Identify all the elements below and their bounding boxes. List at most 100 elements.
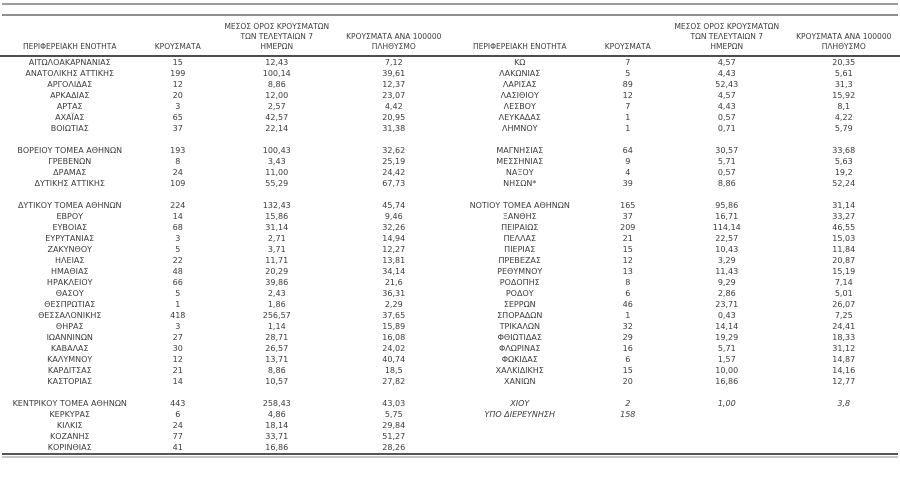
cases-value-cell: 46 (590, 299, 667, 310)
per100k-value-cell: 19,2 (788, 167, 900, 178)
column-header-region: ΠΕΡΙΦΕΡΕΙΑΚΗ ΕΝΟΤΗΤΑ (450, 16, 590, 56)
per100k-value-cell: 7,25 (788, 310, 900, 321)
cases-value-cell: 199 (140, 68, 217, 79)
per100k-value-cell: 31,14 (788, 200, 900, 211)
per100k-value-cell: 33,27 (788, 211, 900, 222)
per100k-value-cell: 4,22 (788, 112, 900, 123)
per100k-value-cell: 21,6 (338, 277, 451, 288)
cases-value-cell: 14 (140, 211, 217, 222)
region-name-cell: ΖΑΚΥΝΘΟΥ (0, 244, 140, 255)
per100k-value-cell: 45,74 (338, 200, 451, 211)
avg7-value-cell (666, 409, 788, 420)
region-name-cell: ΘΕΣΠΡΩΤΙΑΣ (0, 299, 140, 310)
avg7-value-cell: 18,14 (216, 420, 338, 431)
avg7-value-cell: 0,43 (666, 310, 788, 321)
cases-value-cell: 3 (140, 321, 217, 332)
table-bottom-shadow-line (2, 456, 898, 458)
per100k-value-cell: 23,07 (338, 90, 451, 101)
region-name-cell: ΕΒΡΟΥ (0, 211, 140, 222)
avg7-value-cell: 2,86 (666, 288, 788, 299)
cases-value-cell: 14 (140, 376, 217, 387)
cases-value-cell: 21 (140, 365, 217, 376)
region-name-cell: ΓΡΕΒΕΝΩΝ (0, 156, 140, 167)
region-name-cell: ΑΡΤΑΣ (0, 101, 140, 112)
avg7-value-cell: 0,71 (666, 123, 788, 134)
cases-value-cell: 418 (140, 310, 217, 321)
cases-value-cell: 8 (140, 156, 217, 167)
per100k-value-cell: 3,8 (788, 398, 900, 409)
region-name-cell: ΜΕΣΣΗΝΙΑΣ (450, 156, 590, 167)
per100k-value-cell: 2,29 (338, 299, 451, 310)
cases-value-cell: 12 (140, 354, 217, 365)
per100k-value-cell: 52,24 (788, 178, 900, 189)
avg7-value-cell: 31,14 (216, 222, 338, 233)
column-header-avg7-line3: ΗΜΕΡΩΝ (666, 42, 788, 52)
spacer-cell (450, 189, 900, 200)
avg7-value-cell: 30,57 (666, 145, 788, 156)
per100k-value-cell: 5,63 (788, 156, 900, 167)
region-name-cell: ΕΥΒΟΙΑΣ (0, 222, 140, 233)
column-header-cases: ΚΡΟΥΣΜΑΤΑ (140, 16, 217, 56)
cases-value-cell: 20 (590, 376, 667, 387)
cases-value-cell: 68 (140, 222, 217, 233)
cases-value-cell: 12 (140, 79, 217, 90)
table-bottom-line (2, 453, 898, 455)
avg7-value-cell: 3,71 (216, 244, 338, 255)
avg7-value-cell: 52,43 (666, 79, 788, 90)
cases-value-cell: 15 (140, 56, 217, 68)
per100k-value-cell: 14,16 (788, 365, 900, 376)
region-name-cell: ΘΕΣΣΑΛΟΝΙΚΗΣ (0, 310, 140, 321)
region-name-cell: ΧΙΟΥ (450, 398, 590, 409)
per100k-value-cell: 46,55 (788, 222, 900, 233)
region-name-cell: ΚΩ (450, 56, 590, 68)
per100k-value-cell: 28,26 (338, 442, 451, 453)
cases-value-cell: 1 (590, 112, 667, 123)
avg7-value-cell: 10,43 (666, 244, 788, 255)
region-name-cell: ΗΛΕΙΑΣ (0, 255, 140, 266)
per100k-value-cell (788, 409, 900, 420)
cases-value-cell: 65 (140, 112, 217, 123)
per100k-value-cell: 31,12 (788, 343, 900, 354)
cases-value-cell: 77 (140, 431, 217, 442)
region-name-cell: ΚΑΒΑΛΑΣ (0, 343, 140, 354)
avg7-value-cell: 5,71 (666, 343, 788, 354)
avg7-value-cell: 132,43 (216, 200, 338, 211)
region-name-cell: ΚΙΛΚΙΣ (0, 420, 140, 431)
per100k-value-cell: 43,03 (338, 398, 451, 409)
per100k-value-cell: 33,68 (788, 145, 900, 156)
column-header-region: ΠΕΡΙΦΕΡΕΙΑΚΗ ΕΝΟΤΗΤΑ (0, 16, 140, 56)
region-name-cell: ΥΠΟ ΔΙΕΡΕΥΝΗΣΗ (450, 409, 590, 420)
per100k-value-cell: 15,03 (788, 233, 900, 244)
cases-value-cell: 7 (590, 101, 667, 112)
avg7-value-cell: 26,57 (216, 343, 338, 354)
per100k-value-cell: 12,27 (338, 244, 451, 255)
per100k-value-cell: 15,89 (338, 321, 451, 332)
avg7-value-cell: 14,14 (666, 321, 788, 332)
avg7-value-cell: 3,43 (216, 156, 338, 167)
cases-value-cell: 37 (590, 211, 667, 222)
header-row: ΠΕΡΙΦΕΡΕΙΑΚΗ ΕΝΟΤΗΤΑ ΚΡΟΥΣΜΑΤΑ ΜΕΣΟΣ ΟΡΟ… (0, 16, 450, 56)
avg7-value-cell: 42,57 (216, 112, 338, 123)
region-name-cell: ΝΗΣΩΝ* (450, 178, 590, 189)
region-name-cell: ΔΡΑΜΑΣ (0, 167, 140, 178)
avg7-value-cell: 2,71 (216, 233, 338, 244)
region-name-cell: ΡΟΔΟΠΗΣ (450, 277, 590, 288)
